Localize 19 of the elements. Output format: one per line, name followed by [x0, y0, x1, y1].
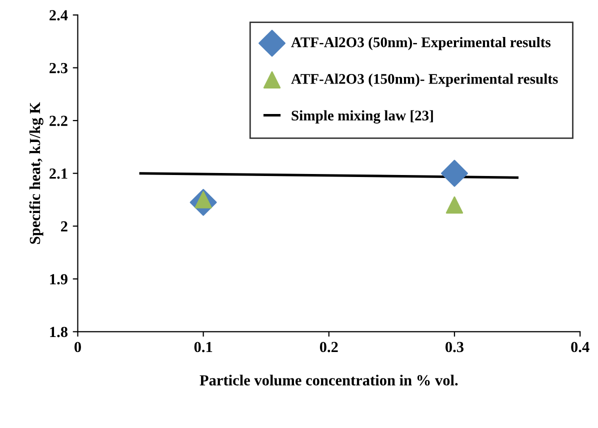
x-tick-label: 0 [74, 342, 81, 352]
y-tick-label: 1.9 [50, 274, 68, 284]
legend-label: ATF-Al2O3 (150nm)- Experimental results [291, 74, 558, 87]
x-tick-label: 0.3 [446, 342, 464, 352]
legend-label: ATF-Al2O3 (50nm)- Experimental results [291, 36, 551, 50]
x-tick-label: 0.2 [320, 342, 338, 352]
point [446, 196, 464, 214]
y-axis-title: Specific heat, kJ/kg K [29, 102, 44, 244]
y-tick-label: 2.3 [50, 62, 68, 74]
y-tick-label: 2 [61, 221, 68, 232]
x-axis-title: Particle volume concentration in % vol. [200, 374, 458, 386]
y-tick-label: 2.2 [50, 116, 68, 126]
y-tick-label: 1.8 [50, 326, 68, 338]
y-tick-label: 2.4 [50, 10, 68, 20]
y-tick-label: 2.1 [50, 168, 68, 179]
legend-label: Simple mixing law [23] [292, 110, 433, 124]
x-tick-label: 0.4 [571, 342, 590, 352]
point [440, 160, 468, 187]
x-tick-label: 0.1 [194, 342, 212, 352]
